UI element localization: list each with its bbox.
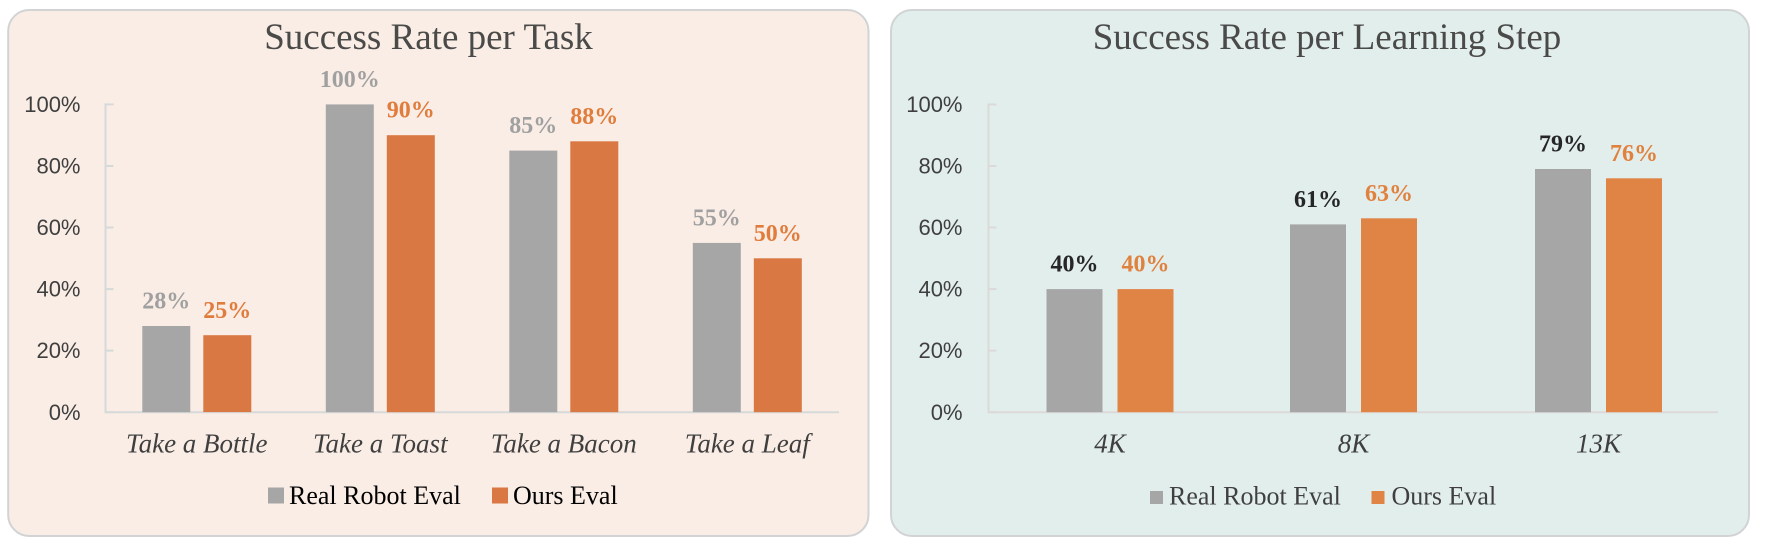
svg-text:4K: 4K [1094, 429, 1128, 459]
svg-text:20%: 20% [36, 338, 80, 363]
svg-text:0%: 0% [49, 400, 81, 425]
svg-text:28%: 28% [142, 289, 190, 315]
svg-text:88%: 88% [570, 104, 618, 130]
svg-text:Take a Toast: Take a Toast [313, 429, 449, 459]
svg-text:Success Rate per Task: Success Rate per Task [264, 17, 593, 58]
svg-text:13K: 13K [1576, 429, 1623, 459]
svg-text:76%: 76% [1610, 141, 1658, 167]
svg-text:0%: 0% [931, 400, 963, 425]
svg-text:60%: 60% [918, 215, 962, 240]
svg-text:40%: 40% [36, 277, 80, 302]
svg-text:100%: 100% [24, 92, 80, 117]
svg-text:Ours Eval: Ours Eval [513, 481, 618, 510]
svg-text:80%: 80% [36, 154, 80, 179]
svg-text:80%: 80% [918, 154, 962, 179]
svg-text:Success Rate per Learning Step: Success Rate per Learning Step [1093, 17, 1562, 58]
svg-text:40%: 40% [1051, 252, 1099, 278]
svg-text:Take a Bottle: Take a Bottle [126, 429, 268, 459]
svg-text:25%: 25% [203, 298, 251, 324]
svg-text:20%: 20% [918, 338, 962, 363]
svg-text:90%: 90% [387, 98, 435, 124]
svg-text:55%: 55% [693, 205, 741, 231]
svg-text:Real Robot Eval: Real Robot Eval [1169, 482, 1341, 511]
svg-text:Ours Eval: Ours Eval [1392, 482, 1497, 511]
svg-text:40%: 40% [1122, 252, 1170, 278]
svg-text:100%: 100% [320, 67, 380, 93]
svg-text:Take a Leaf: Take a Leaf [685, 429, 814, 459]
svg-text:60%: 60% [36, 215, 80, 240]
svg-text:61%: 61% [1294, 187, 1342, 213]
svg-text:79%: 79% [1539, 132, 1587, 158]
svg-text:100%: 100% [906, 92, 962, 117]
svg-text:50%: 50% [754, 221, 802, 247]
svg-text:8K: 8K [1338, 429, 1372, 459]
svg-text:63%: 63% [1365, 181, 1413, 207]
svg-text:Take a Bacon: Take a Bacon [491, 429, 637, 459]
svg-text:85%: 85% [509, 113, 557, 139]
svg-text:Real Robot Eval: Real Robot Eval [289, 481, 461, 510]
svg-text:40%: 40% [918, 277, 962, 302]
